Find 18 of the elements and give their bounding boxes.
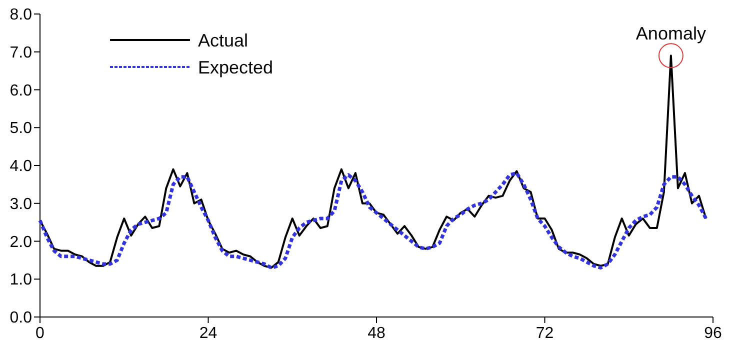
legend-label: Expected — [198, 57, 274, 78]
x-tick-label: 0 — [36, 325, 45, 342]
y-tick-label: 2.0 — [10, 234, 32, 251]
y-tick-label: 5.0 — [10, 120, 32, 138]
y-tick-label: 1.0 — [10, 272, 32, 289]
y-tick-label: 3.0 — [10, 196, 32, 213]
line-series — [38, 171, 708, 270]
y-tick-label: 7.0 — [10, 44, 32, 62]
x-tick-label: 72 — [536, 325, 554, 342]
x-tick-label: 96 — [704, 325, 722, 342]
y-tick-label: 6.0 — [10, 82, 32, 100]
y-tick-label: 8.0 — [10, 6, 32, 24]
y-tick-label: 4.0 — [10, 158, 32, 176]
x-tick-label: 24 — [199, 325, 218, 342]
annotation: Anomaly — [636, 24, 706, 44]
legend-label: Actual — [198, 30, 248, 50]
y-tick-label: 0.0 — [10, 310, 32, 327]
x-tick-label: 48 — [368, 325, 386, 342]
